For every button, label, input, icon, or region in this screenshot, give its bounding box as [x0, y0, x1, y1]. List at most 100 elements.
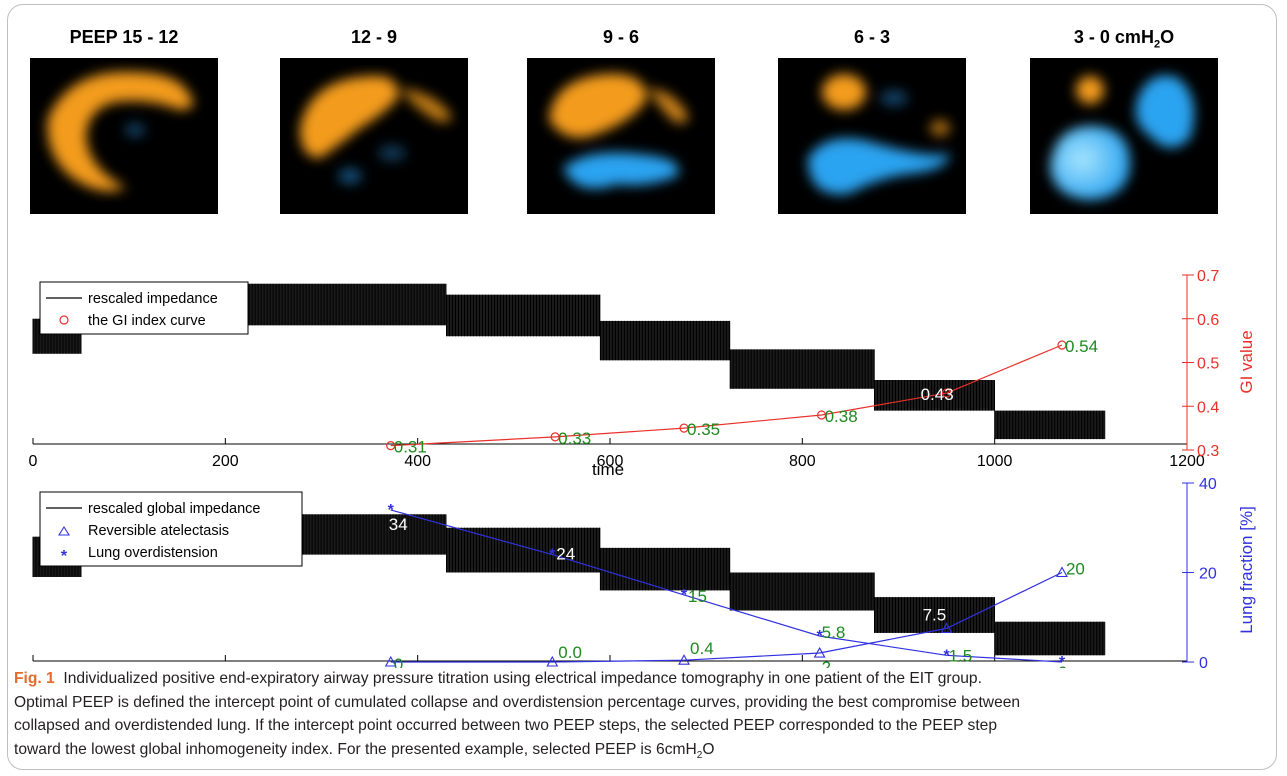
legend-2-item-0: rescaled global impedance: [88, 501, 261, 517]
impedance-band-6: [994, 621, 1106, 656]
overdistension-point-3: *: [817, 628, 824, 645]
gi-chart: 0 200 400 600 800 1000 1200 time 0.3 0.4 0.5 0.6 0.7…: [29, 268, 1256, 479]
y-axis-label-2: Lung fraction [%]: [1237, 506, 1256, 634]
x-tick-label-1-0: 0: [29, 453, 38, 470]
impedance-oscillation-5: [874, 380, 995, 411]
eit-image-4: [778, 58, 966, 214]
impedance-oscillation-2: [446, 294, 600, 337]
atelectasis-label-5: 20: [1066, 560, 1085, 579]
y-tick-label-1-0: 0.3: [1197, 443, 1219, 460]
overdistension-line: [390, 509, 1063, 663]
eit-image-1-graphic: [47, 71, 194, 192]
x-tick-label-1-3: 600: [597, 453, 624, 470]
impedance-oscillation-4: [729, 349, 875, 389]
impedance-oscillation-0: [32, 318, 82, 354]
overdistension-label-2: 15: [688, 587, 707, 606]
eit-label-5: 3 - 0 cmH2O: [1073, 27, 1175, 51]
gi-point-label-4: 0.43: [921, 385, 954, 404]
atelectasis-point-2: [678, 654, 690, 665]
overdistension-label-1: 24: [556, 545, 575, 564]
x-tick-label-1-1: 200: [212, 453, 239, 470]
overdistension-point-4: *: [943, 647, 950, 664]
eit-label-1: PEEP 15 - 12: [69, 27, 179, 47]
eit-image-2-graphic: [300, 75, 452, 184]
atelectasis-label-3: 2: [822, 658, 831, 668]
y-axis-label-1: GI value: [1237, 330, 1256, 393]
charts-svg: 0 200 400 600 800 1000 1200time0.30.40.50.60.7…: [29, 268, 1256, 668]
gi-point-0: [386, 441, 396, 451]
atelectasis-line: [390, 571, 1063, 663]
legend-1: rescaled impedance the GI index curve: [39, 281, 249, 335]
overdistension-point-2: *: [681, 587, 688, 604]
y-tick-label-1-2: 0.5: [1197, 356, 1219, 373]
overdistension-point-1: *: [549, 547, 556, 564]
caption-line-2: Optimal PEEP is defined the intercept po…: [14, 693, 1021, 711]
impedance-band-2: [446, 527, 601, 573]
x-tick-label-1-6: 1200: [1169, 453, 1205, 470]
eit-label-4: 6 - 3: [853, 27, 891, 47]
eit-image-5-graphic: [1050, 75, 1194, 200]
atelectasis-point-0: [384, 655, 397, 667]
caption-fig-label: Fig. 1: [14, 670, 55, 687]
overdistension-point-5: *: [1059, 654, 1066, 668]
legend-2-box: [39, 491, 303, 567]
gi-point-label-0: 0.31: [394, 438, 427, 457]
impedance-oscillation-6: [994, 410, 1104, 440]
gi-point-label-5: 0.54: [1065, 337, 1098, 356]
y-tick-label-2-1: 20: [1199, 566, 1217, 583]
y-tick-label-2-0: 0: [1199, 655, 1208, 668]
figure-caption: Fig. 1 Individualized positive end-expir…: [14, 667, 1274, 767]
impedance-oscillation-5: [874, 597, 995, 633]
impedance-band-6: [994, 410, 1106, 440]
caption-line-1: Individualized positive end-expiratory a…: [63, 670, 982, 687]
lung-fraction-chart: 02004006008001000120002040Lung fraction …: [32, 476, 1256, 668]
impedance-band-3: [600, 320, 731, 361]
x-tick-label-1-5: 1000: [977, 453, 1013, 470]
overdistension-label-3: 5.8: [822, 623, 846, 642]
overdistension-label-0: 34: [389, 515, 408, 534]
eit-image-2: [280, 58, 468, 214]
impedance-oscillation-3: [599, 320, 730, 361]
eit-image-3-graphic: [549, 73, 689, 189]
atelectasis-point-5: [1056, 566, 1068, 578]
x-tick-label-1-4: 800: [789, 453, 816, 470]
legend-1-item-1: the GI index curve: [88, 313, 206, 329]
caption-line-3: collapsed and overdistended lung. If the…: [14, 717, 998, 734]
atelectasis-label-1: 0.0: [558, 643, 582, 662]
atelectasis-label-2: 0.4: [690, 639, 714, 658]
atelectasis-point-4: [940, 622, 953, 633]
legend-1-circle-swatch: [59, 315, 69, 325]
gi-point-5: [1057, 340, 1067, 350]
atelectasis-point-1: [546, 655, 559, 667]
gi-point-2: [679, 423, 689, 433]
legend-2-star-swatch: *: [61, 548, 68, 565]
impedance-band-3: [600, 547, 731, 591]
eit-label-3: 9 - 6: [602, 27, 640, 47]
gi-point-3: [816, 410, 827, 420]
legend-2: rescaled global impedance Reversible atel…: [39, 491, 303, 567]
impedance-oscillation-2: [446, 527, 600, 573]
legend-1-box: [39, 281, 249, 335]
atelectasis-label-4: 7.5: [923, 605, 947, 624]
impedance-oscillation-6: [994, 621, 1104, 656]
legend-1-item-0: rescaled impedance: [88, 291, 218, 307]
eit-image-3: [527, 58, 715, 214]
eit-image-4-graphic: [808, 74, 950, 195]
gi-point-label-1: 0.33: [558, 429, 591, 448]
eit-label-2: 12 - 9: [350, 27, 398, 47]
gi-point-1: [550, 432, 560, 442]
figure-frame: [7, 4, 1277, 770]
x-tick-label-1-2: 400: [404, 453, 431, 470]
gi-line: [390, 344, 1063, 447]
y-tick-label-1-4: 0.7: [1197, 268, 1219, 285]
atelectasis-label-0: 0: [394, 655, 403, 668]
legend-2-item-1: Reversible atelectasis: [88, 523, 229, 539]
overdistension-label-5: 0: [1058, 663, 1067, 668]
impedance-band-2: [446, 294, 601, 337]
gi-point-label-3: 0.38: [825, 407, 858, 426]
eit-image-5: [1030, 58, 1218, 214]
overdistension-label-4: 1.5: [949, 646, 973, 665]
gi-point-label-2: 0.35: [687, 420, 720, 439]
legend-2-triangle-swatch: [58, 525, 70, 536]
y-tick-label-1-3: 0.6: [1197, 312, 1219, 329]
